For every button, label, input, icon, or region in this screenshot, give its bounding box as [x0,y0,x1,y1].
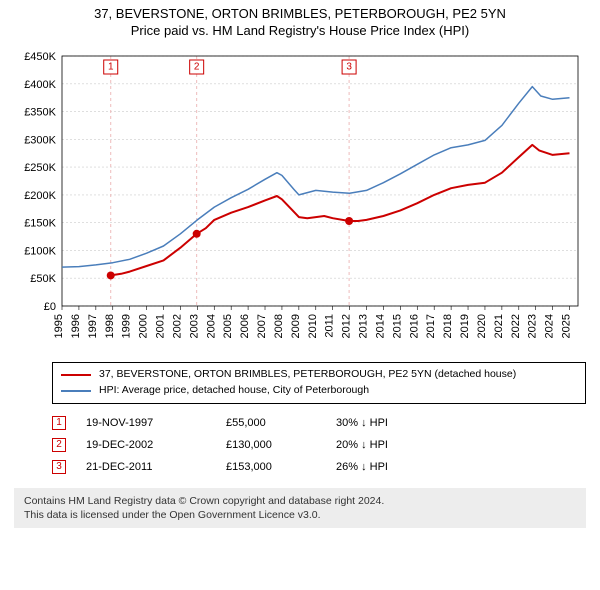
sale-marker-1: 1 [52,416,66,430]
sale-price: £55,000 [226,417,336,429]
sale-price: £130,000 [226,439,336,451]
sale-date: 19-DEC-2002 [86,439,226,451]
svg-text:2012: 2012 [341,314,353,338]
svg-text:2023: 2023 [527,314,539,338]
svg-text:£150K: £150K [24,218,56,230]
svg-text:2018: 2018 [442,314,454,338]
sale-date: 21-DEC-2011 [86,461,226,473]
legend-label-hpi: HPI: Average price, detached house, City… [99,383,369,399]
svg-text:2016: 2016 [408,314,420,338]
svg-text:2014: 2014 [374,314,386,338]
sales-row: 2 19-DEC-2002 £130,000 20% ↓ HPI [52,434,586,456]
svg-text:2001: 2001 [155,314,167,338]
svg-text:2019: 2019 [459,314,471,338]
svg-text:1997: 1997 [87,314,99,338]
footer-attribution: Contains HM Land Registry data © Crown c… [14,488,586,528]
title-subtitle: Price paid vs. HM Land Registry's House … [0,23,600,38]
chart-titles: 37, BEVERSTONE, ORTON BRIMBLES, PETERBOR… [0,0,600,38]
svg-text:2003: 2003 [188,314,200,338]
footer-line2: This data is licensed under the Open Gov… [24,508,576,522]
svg-text:£100K: £100K [24,245,56,257]
svg-text:2015: 2015 [391,314,403,338]
svg-text:£50K: £50K [30,273,56,285]
svg-text:1996: 1996 [70,314,82,338]
sale-delta: 26% ↓ HPI [336,461,446,473]
svg-text:2008: 2008 [273,314,285,338]
svg-text:2020: 2020 [476,314,488,338]
sale-delta: 20% ↓ HPI [336,439,446,451]
svg-text:1998: 1998 [104,314,116,338]
sale-delta: 30% ↓ HPI [336,417,446,429]
svg-text:£450K: £450K [24,51,56,63]
title-address: 37, BEVERSTONE, ORTON BRIMBLES, PETERBOR… [0,6,600,21]
legend: 37, BEVERSTONE, ORTON BRIMBLES, PETERBOR… [52,362,586,404]
svg-text:2017: 2017 [425,314,437,338]
svg-text:2007: 2007 [256,314,268,338]
svg-text:2021: 2021 [493,314,505,338]
sale-date: 19-NOV-1997 [86,417,226,429]
svg-text:£300K: £300K [24,134,56,146]
svg-text:£350K: £350K [24,107,56,119]
footer-line1: Contains HM Land Registry data © Crown c… [24,494,576,508]
sales-table: 1 19-NOV-1997 £55,000 30% ↓ HPI 2 19-DEC… [52,412,586,478]
svg-text:1995: 1995 [53,314,65,338]
legend-item-property: 37, BEVERSTONE, ORTON BRIMBLES, PETERBOR… [61,367,577,383]
svg-text:2025: 2025 [561,314,573,338]
legend-item-hpi: HPI: Average price, detached house, City… [61,383,577,399]
svg-text:£0: £0 [44,301,56,313]
svg-text:£400K: £400K [24,79,56,91]
sale-marker-2: 2 [52,438,66,452]
svg-text:2005: 2005 [222,314,234,338]
sale-price: £153,000 [226,461,336,473]
svg-text:2022: 2022 [510,314,522,338]
svg-text:2013: 2013 [358,314,370,338]
sales-row: 3 21-DEC-2011 £153,000 26% ↓ HPI [52,456,586,478]
svg-text:2009: 2009 [290,314,302,338]
svg-text:2011: 2011 [324,314,336,338]
svg-text:2010: 2010 [307,314,319,338]
svg-text:£200K: £200K [24,190,56,202]
legend-label-property: 37, BEVERSTONE, ORTON BRIMBLES, PETERBOR… [99,367,516,383]
svg-text:£250K: £250K [24,162,56,174]
legend-swatch-hpi [61,390,91,392]
svg-text:2024: 2024 [544,314,556,338]
sale-marker-3: 3 [52,460,66,474]
svg-text:2006: 2006 [239,314,251,338]
svg-text:1: 1 [108,62,114,73]
svg-text:2000: 2000 [138,314,150,338]
svg-text:2002: 2002 [171,314,183,338]
svg-text:1999: 1999 [121,314,133,338]
svg-text:3: 3 [346,62,352,73]
legend-swatch-property [61,374,91,376]
sales-row: 1 19-NOV-1997 £55,000 30% ↓ HPI [52,412,586,434]
chart-container: £0 £50K £100K £150K £200K £250K £300K £350K £400… [12,46,588,356]
price-chart: £0 £50K £100K £150K £200K £250K £300K £350K £400… [12,46,588,356]
svg-text:2004: 2004 [205,314,217,338]
svg-text:2: 2 [194,62,200,73]
